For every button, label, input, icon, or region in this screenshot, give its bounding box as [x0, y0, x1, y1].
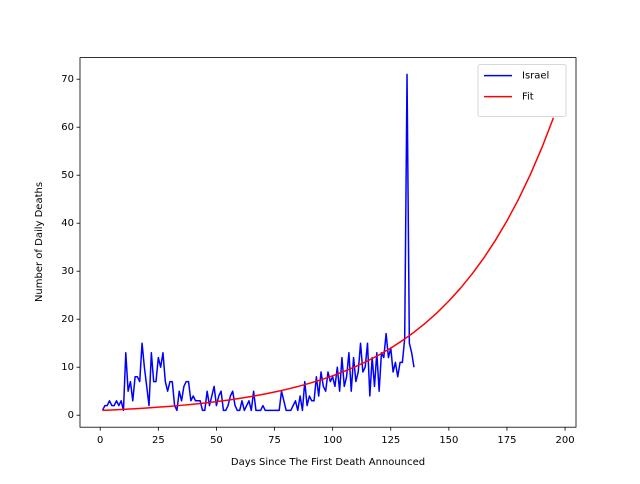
legend: Israel Fit: [477, 64, 567, 117]
x-axis-label: Days Since The First Death Announced: [231, 457, 425, 468]
y-tick-label: 10: [61, 362, 74, 373]
data-line: [101, 73, 415, 412]
y-tick-label: 30: [61, 266, 74, 277]
y-tick-label: 40: [61, 218, 74, 229]
x-tick-label: 75: [268, 435, 281, 446]
x-tick-label: 150: [439, 435, 458, 446]
x-tick-label: 175: [497, 435, 516, 446]
y-tick-label: 60: [61, 122, 74, 133]
y-tick-label: 70: [61, 74, 74, 85]
x-tick-label: 200: [556, 435, 575, 446]
x-tick-label: 125: [381, 435, 400, 446]
x-tick-label: 0: [97, 435, 103, 446]
y-tick-label: 50: [61, 170, 74, 181]
axes-frame: [79, 57, 577, 428]
x-tick-label: 100: [323, 435, 342, 446]
data-line: [102, 117, 555, 412]
y-tick-label: 20: [61, 314, 74, 325]
y-tick-label: 0: [68, 410, 74, 421]
legend-box: [477, 64, 567, 117]
y-axis-label: Number of Daily Deaths: [34, 182, 45, 302]
legend-label: Israel: [522, 71, 549, 82]
x-tick-label: 50: [210, 435, 223, 446]
legend-label: Fit: [522, 92, 534, 103]
x-tick-label: 25: [152, 435, 165, 446]
